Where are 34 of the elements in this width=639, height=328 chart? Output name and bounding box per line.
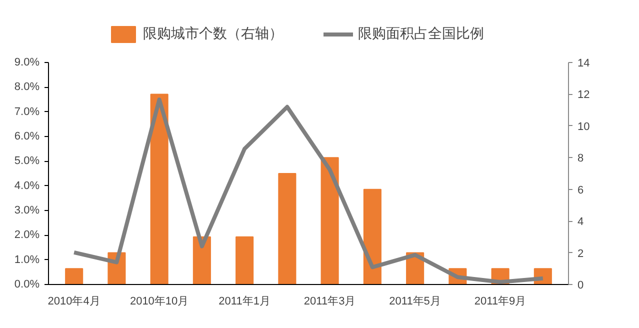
x-tick-label: 2011年5月 [389, 296, 441, 308]
bar [192, 236, 211, 284]
y-tick-label: 6.0% [14, 130, 40, 142]
y-tick-label: 1.0% [14, 254, 40, 266]
legend-label: 限购城市个数（右轴） [143, 25, 283, 43]
y-tick-label: 9.0% [14, 56, 40, 68]
line-series [72, 98, 545, 284]
x-tick-label: 2011年3月 [304, 296, 356, 308]
bar [150, 94, 168, 284]
y-tick-label: 4.0% [14, 180, 40, 192]
y-tick-label: 0.0% [14, 278, 40, 290]
bar [65, 268, 84, 284]
y2-tick-label: 10 [578, 120, 590, 133]
y2-tick-label: 0 [578, 280, 584, 292]
x-tick-label: 2011年1月 [218, 296, 270, 308]
y-tick-label: 5.0% [14, 155, 40, 168]
y-tick-label: 8.0% [14, 81, 40, 94]
y-tick-label: 7.0% [14, 106, 40, 118]
y2-tick-label: 2 [578, 248, 584, 260]
bar [320, 157, 339, 284]
x-tick-label: 2010年4月 [48, 296, 100, 308]
y2-tick-label: 12 [578, 89, 590, 102]
y2-tick-label: 4 [578, 216, 584, 228]
y-tick-label: 3.0% [14, 204, 40, 216]
bar [278, 173, 296, 284]
bar [363, 188, 382, 284]
y2-tick-label: 14 [578, 58, 590, 70]
legend-label: 限购面积占全国比例 [358, 25, 484, 43]
bar [236, 236, 254, 284]
x-tick-label: 2011年9月 [474, 296, 526, 308]
y-tick-label: 2.0% [14, 229, 40, 242]
y2-tick-label: 8 [578, 152, 584, 165]
y2-tick-label: 6 [578, 184, 584, 196]
x-tick-label: 2010年10月 [130, 296, 189, 308]
